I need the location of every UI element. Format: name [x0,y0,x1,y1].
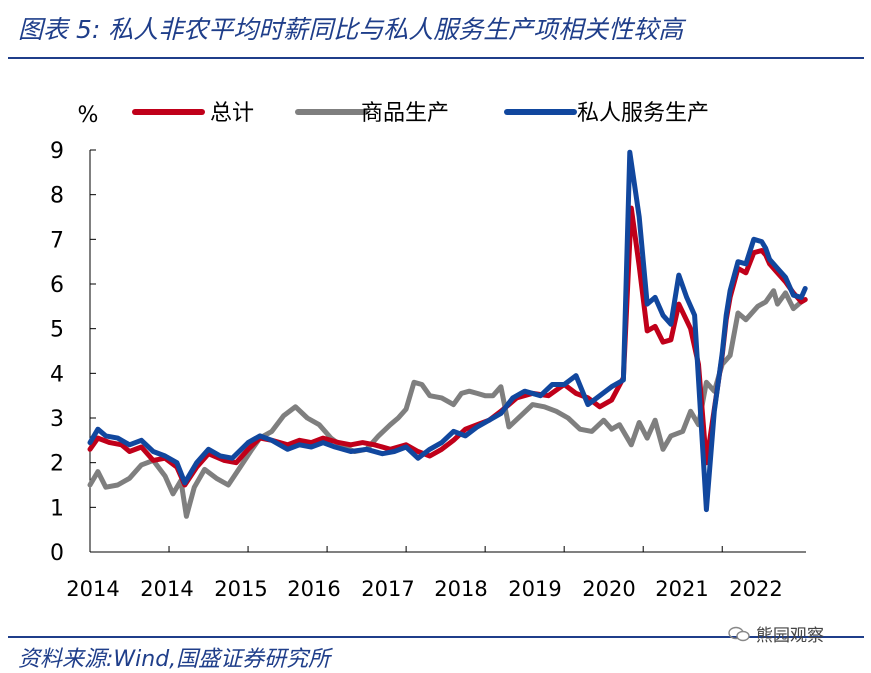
watermark-text: 熊园观察 [756,626,824,646]
x-tick-label: 2014 [66,577,119,601]
y-tick-label: 7 [50,228,64,253]
x-tick-label: 2016 [287,577,340,601]
wechat-icon [728,626,750,641]
x-tick-label: 2018 [434,577,487,601]
y-tick-label: 2 [50,452,64,477]
x-tick-label: 2020 [582,577,635,601]
legend-label-2: 私人服务生产 [577,101,709,126]
source-note: 资料来源:Wind,国盛证券研究所 [18,647,331,672]
figure-title: 图表 5: 私人非农平均时薪同比与私人服务生产项相关性较高 [18,15,684,44]
x-tick-label: 2015 [214,577,267,601]
y-tick-label: 4 [50,362,64,387]
y-axis-label: % [78,103,99,128]
y-tick-label: 8 [50,184,64,209]
series-line-2 [87,149,808,513]
x-tick-label: 2014 [140,577,193,601]
y-tick-label: 6 [50,273,64,298]
axis-ticks: 0 1 2 3 4 5 6 7 8 9 2014 2014 2015 2016 2017 2018 2019 20… [50,139,783,601]
y-tick-label: 3 [50,407,64,432]
title-divider [8,57,864,59]
x-tick-label: 2017 [361,577,414,601]
line-chart: % 0 1 2 3 4 5 6 7 8 9 2014 2014 2015 2016 2017 2018 2019… [50,101,808,601]
x-tick-label: 2022 [729,577,782,601]
chart-series [87,149,808,519]
y-tick-label: 1 [50,496,64,521]
y-tick-label: 9 [50,139,64,164]
x-tick-label: 2019 [508,577,561,601]
y-tick-label: 5 [50,318,64,343]
legend-label-1: 商品生产 [361,101,449,126]
x-tick-label: 2021 [655,577,708,601]
y-tick-label: 0 [50,541,64,566]
series-line-1 [87,288,808,519]
chart-legend: 总计 商品生产 私人服务生产 [132,101,709,126]
watermark: 熊园观察 [728,621,824,646]
legend-label-0: 总计 [210,101,254,126]
source-divider [8,636,864,638]
